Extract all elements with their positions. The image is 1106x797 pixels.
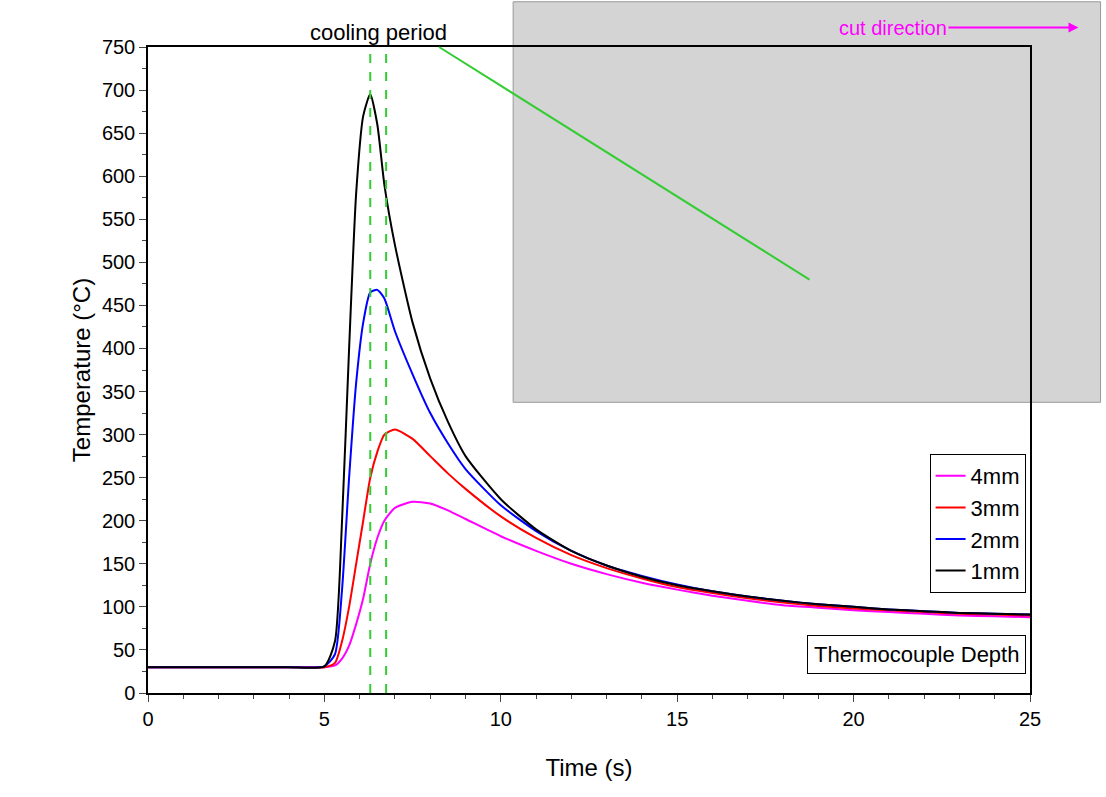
svg-text:650: 650 (102, 122, 135, 144)
svg-text:200: 200 (102, 510, 135, 532)
svg-text:0: 0 (142, 708, 153, 730)
svg-text:0: 0 (124, 682, 135, 704)
svg-text:150: 150 (102, 553, 135, 575)
svg-text:250: 250 (102, 467, 135, 489)
svg-text:550: 550 (102, 208, 135, 230)
svg-text:25: 25 (1019, 708, 1041, 730)
svg-text:1mm: 1mm (971, 559, 1020, 584)
svg-text:2mm: 2mm (971, 528, 1020, 553)
svg-text:600: 600 (102, 165, 135, 187)
svg-text:10: 10 (490, 708, 512, 730)
svg-text:Thermocouple Depth: Thermocouple Depth (814, 642, 1019, 667)
svg-text:100: 100 (102, 596, 135, 618)
svg-text:500: 500 (102, 251, 135, 273)
svg-text:350: 350 (102, 381, 135, 403)
svg-text:300: 300 (102, 424, 135, 446)
svg-text:750: 750 (102, 36, 135, 58)
svg-text:700: 700 (102, 79, 135, 101)
svg-text:450: 450 (102, 294, 135, 316)
svg-text:15: 15 (666, 708, 688, 730)
svg-text:5: 5 (319, 708, 330, 730)
svg-text:400: 400 (102, 337, 135, 359)
svg-text:Temperature (°C): Temperature (°C) (68, 278, 95, 462)
svg-text:50: 50 (113, 639, 135, 661)
svg-text:cooling period: cooling period (310, 20, 447, 45)
svg-text:3mm: 3mm (971, 496, 1020, 521)
svg-text:4mm: 4mm (971, 464, 1020, 489)
svg-text:cut direction: cut direction (839, 17, 947, 39)
svg-text:20: 20 (842, 708, 864, 730)
svg-text:Time (s): Time (s) (545, 754, 632, 781)
